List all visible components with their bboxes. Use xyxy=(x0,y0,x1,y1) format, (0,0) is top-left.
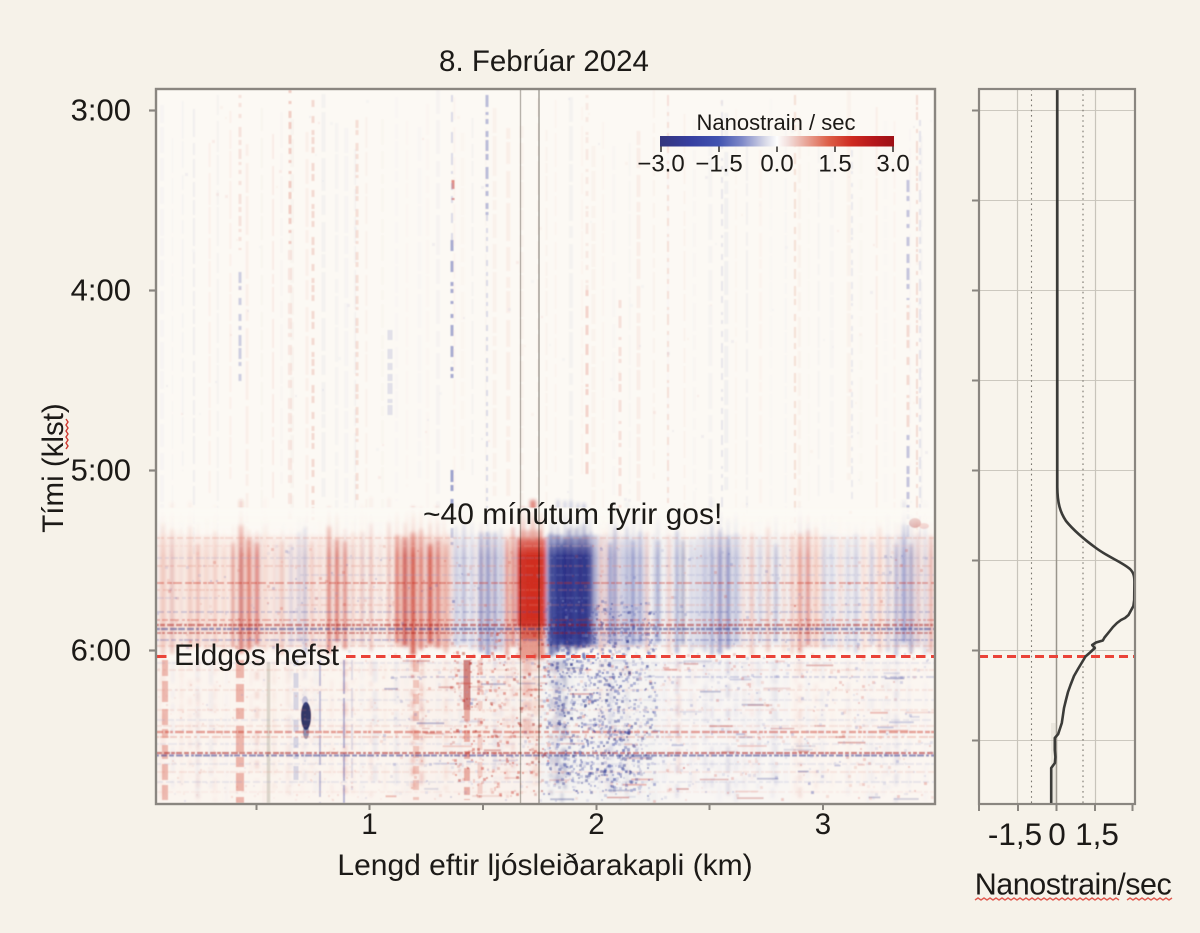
svg-text:2: 2 xyxy=(588,808,604,841)
svg-text:0: 0 xyxy=(1048,816,1066,852)
svg-text:-1,5: -1,5 xyxy=(988,816,1042,852)
svg-text:0.0: 0.0 xyxy=(760,151,793,178)
svg-text:3.0: 3.0 xyxy=(876,151,909,178)
svg-text:8. Febrúar 2024: 8. Febrúar 2024 xyxy=(439,45,649,78)
svg-text:1.5: 1.5 xyxy=(818,151,851,178)
svg-text:Tími (klst): Tími (klst) xyxy=(37,403,70,532)
svg-text:3: 3 xyxy=(815,808,831,841)
svg-text:3:00: 3:00 xyxy=(71,93,131,128)
svg-text:Lengd eftir ljósleiðarakapli (: Lengd eftir ljósleiðarakapli (km) xyxy=(337,849,752,882)
svg-text:1,5: 1,5 xyxy=(1075,816,1119,852)
svg-text:5:00: 5:00 xyxy=(71,453,131,488)
svg-text:1: 1 xyxy=(361,808,377,841)
svg-text:~40 mínútum fyrir gos!: ~40 mínútum fyrir gos! xyxy=(423,498,722,531)
svg-text:−1.5: −1.5 xyxy=(695,151,742,178)
svg-text:Nanostrain/sec: Nanostrain/sec xyxy=(975,868,1172,902)
svg-text:Nanostrain / sec: Nanostrain / sec xyxy=(697,110,856,135)
svg-text:6:00: 6:00 xyxy=(71,633,131,668)
svg-text:−3.0: −3.0 xyxy=(637,151,684,178)
svg-text:4:00: 4:00 xyxy=(71,273,131,308)
svg-text:Eldgos hefst: Eldgos hefst xyxy=(174,639,340,672)
